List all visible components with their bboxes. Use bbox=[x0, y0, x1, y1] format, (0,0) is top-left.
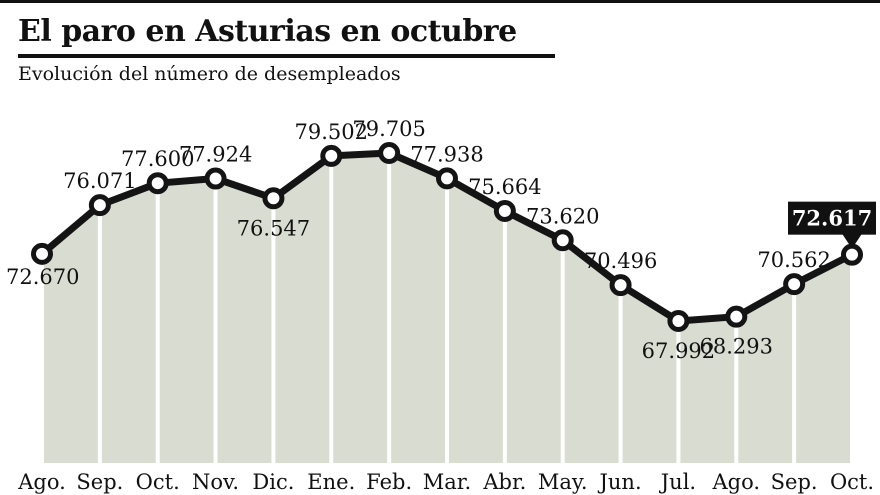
chart-value-label: 70.562 bbox=[757, 248, 830, 272]
chart-data-point bbox=[436, 167, 458, 190]
x-axis-label: Sep. bbox=[771, 470, 818, 494]
chart-data-point bbox=[783, 273, 806, 296]
title-rule bbox=[18, 54, 555, 58]
chart-value-label: 79.705 bbox=[352, 117, 425, 141]
x-axis-label: Jun. bbox=[597, 470, 641, 494]
chart-value-label: 76.547 bbox=[237, 216, 310, 240]
x-axis-label: Oct. bbox=[136, 470, 180, 494]
chart-value-label: 76.071 bbox=[63, 169, 136, 193]
chart-data-point bbox=[551, 229, 574, 252]
chart-data-point bbox=[667, 310, 690, 332]
highlight-badge-label: 72.617 bbox=[792, 206, 872, 231]
x-axis-label: Nov. bbox=[192, 470, 239, 494]
chart-data-point bbox=[493, 199, 516, 222]
highlight-badge bbox=[788, 201, 876, 235]
chart-value-label: 67.992 bbox=[642, 339, 715, 363]
chart-data-point bbox=[146, 172, 169, 195]
chart-data-point bbox=[841, 243, 863, 266]
chart-data-point bbox=[320, 144, 343, 167]
chart-value-label: 77.600 bbox=[121, 147, 194, 171]
chart-value-label: 77.938 bbox=[410, 142, 483, 166]
x-axis-label: Abr. bbox=[482, 470, 526, 494]
x-axis-label: Ago. bbox=[17, 470, 66, 494]
chart-value-label: 68.293 bbox=[700, 335, 773, 359]
x-axis-label: Ene. bbox=[307, 470, 355, 494]
chart-value-label: 75.664 bbox=[468, 175, 541, 199]
chart-value-label: 72.670 bbox=[6, 265, 79, 289]
x-axis-label: Feb. bbox=[366, 470, 412, 494]
chart-data-point bbox=[378, 142, 401, 164]
chart-subtitle: Evolución del número de desempleados bbox=[18, 63, 401, 85]
chart-data-point bbox=[262, 187, 285, 210]
chart-value-label: 79.502 bbox=[295, 120, 368, 144]
chart-data-point bbox=[204, 167, 227, 190]
highlight-badge-pointer bbox=[842, 233, 862, 249]
chart-value-label: 77.924 bbox=[179, 143, 252, 167]
chart-data-point bbox=[88, 194, 111, 217]
x-axis-label: Oct. bbox=[830, 470, 874, 494]
chart-value-label: 70.496 bbox=[584, 249, 657, 273]
x-axis-label: Sep. bbox=[76, 470, 123, 494]
chart-data-point bbox=[31, 242, 53, 265]
x-axis-label: Mar. bbox=[423, 470, 471, 494]
chart-title: El paro en Asturias en octubre bbox=[18, 14, 517, 49]
chart-value-label: 73.620 bbox=[526, 204, 599, 228]
chart-header: El paro en Asturias en octubre Evolución… bbox=[18, 15, 555, 85]
x-axis-label: Dic. bbox=[252, 470, 294, 494]
chart-data-point bbox=[609, 274, 632, 297]
x-axis-label: Ago. bbox=[712, 470, 761, 494]
chart-data-point bbox=[725, 305, 748, 328]
x-axis-label: Jul. bbox=[659, 470, 696, 494]
x-axis-label: May. bbox=[538, 470, 588, 494]
